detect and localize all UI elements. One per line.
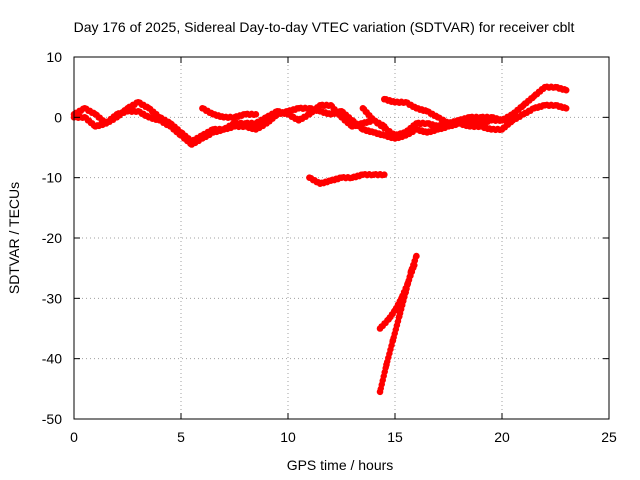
y-tick-label: -50 <box>42 411 62 427</box>
x-tick-label: 0 <box>70 429 78 445</box>
y-tick-label: -40 <box>42 351 62 367</box>
data-points <box>70 83 570 396</box>
x-tick-label: 10 <box>280 429 296 445</box>
y-ticks: 10 0 -10 -20 -30 -40 -50 <box>42 49 609 427</box>
data-point <box>413 252 420 260</box>
series-track-c <box>199 104 260 122</box>
data-point <box>562 86 570 94</box>
y-tick-label: -10 <box>42 170 62 186</box>
data-point <box>509 117 516 124</box>
x-tick-label: 25 <box>601 429 617 445</box>
y-tick-label: -30 <box>42 290 62 306</box>
series-track-h <box>376 261 418 332</box>
chart-title: Day 176 of 2025, Sidereal Day-to-day VTE… <box>74 19 575 35</box>
y-tick-label: -20 <box>42 230 62 246</box>
series-track-d <box>306 170 388 187</box>
x-ticks: 0 5 10 15 20 25 <box>70 57 617 445</box>
x-tick-label: 5 <box>177 429 185 445</box>
series-track-b <box>70 101 388 148</box>
x-tick-label: 20 <box>494 429 510 445</box>
data-point <box>562 104 570 112</box>
data-point <box>381 171 388 178</box>
y-axis-label: SDTVAR / TECUs <box>6 182 22 294</box>
x-tick-label: 15 <box>387 429 403 445</box>
y-tick-label: 0 <box>54 109 62 125</box>
y-tick-label: 10 <box>46 49 62 65</box>
data-point <box>252 111 260 118</box>
data-point <box>410 261 418 269</box>
series-track-f <box>359 104 516 139</box>
x-axis-label: GPS time / hours <box>287 457 394 473</box>
